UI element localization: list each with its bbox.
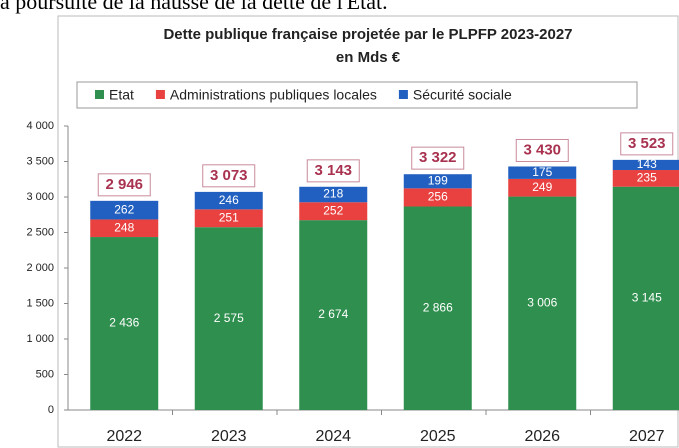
chart-title: Dette publique française projetée par le… — [163, 26, 572, 43]
caption: a poursuite de la hausse de la dette de … — [0, 0, 388, 14]
data-label: 248 — [114, 220, 134, 234]
data-label: 143 — [637, 157, 657, 171]
data-label: 3 006 — [527, 295, 557, 309]
data-label: 262 — [114, 202, 134, 216]
data-label: 249 — [532, 180, 552, 194]
bar-segment — [612, 170, 679, 187]
bar-segment — [299, 186, 368, 203]
legend-label: Etat — [109, 87, 134, 103]
legend-label: Administrations publiques locales — [170, 87, 377, 103]
data-label: 2 674 — [318, 307, 348, 321]
y-tick-label: 1 000 — [26, 333, 54, 345]
data-label: 199 — [428, 173, 448, 187]
bar-segment — [403, 206, 472, 410]
bar-segment — [403, 174, 472, 189]
total-box — [97, 173, 151, 197]
bar-segment — [90, 219, 159, 238]
bar-segment — [508, 178, 577, 197]
chart-subtitle: en Mds € — [336, 49, 401, 66]
legend-frame — [76, 81, 638, 109]
legend-swatch — [155, 90, 165, 99]
x-tick-label: 2024 — [315, 428, 351, 445]
total-label: 3 143 — [314, 162, 352, 179]
x-tick-label: 2025 — [420, 428, 456, 445]
total-label: 3 073 — [210, 167, 248, 184]
total-label: 3 523 — [628, 135, 666, 152]
x-tick-label: 2027 — [629, 428, 665, 445]
y-tick-label: 2 500 — [26, 226, 54, 238]
data-label: 3 145 — [632, 291, 662, 305]
data-label: 2 575 — [214, 311, 244, 325]
total-box — [411, 146, 465, 170]
bar-segment — [194, 209, 263, 228]
y-tick-label: 3 500 — [26, 155, 54, 167]
bar-segment — [194, 227, 263, 410]
y-tick-label: 0 — [48, 404, 54, 416]
bar-segment — [90, 237, 159, 410]
data-label: 246 — [219, 193, 239, 207]
y-tick-label: 1 500 — [26, 297, 54, 309]
y-tick-label: 500 — [36, 368, 54, 380]
bar-segment — [299, 220, 368, 410]
total-box — [306, 159, 360, 183]
legend-swatch — [398, 90, 408, 99]
x-tick-label: 2023 — [211, 428, 247, 445]
data-label: 251 — [219, 210, 239, 224]
total-box — [515, 138, 569, 162]
bar-segment — [403, 188, 472, 207]
legend-label: Sécurité sociale — [413, 87, 512, 103]
bar-segment — [194, 191, 263, 210]
data-label: 175 — [532, 165, 552, 179]
bar-segment — [612, 159, 679, 171]
bar-segment — [612, 186, 679, 410]
bar-segment — [508, 196, 577, 410]
bar-segment — [90, 200, 159, 220]
data-label: 2 866 — [423, 300, 453, 314]
total-label: 3 322 — [419, 149, 457, 166]
total-label: 2 946 — [105, 176, 143, 193]
y-tick-label: 2 000 — [26, 262, 54, 274]
total-box — [202, 164, 256, 188]
legend-swatch — [95, 90, 104, 99]
x-tick-label: 2022 — [106, 428, 142, 445]
total-label: 3 430 — [523, 141, 561, 158]
data-label: 256 — [428, 190, 448, 204]
data-label: 218 — [323, 187, 343, 201]
y-tick-label: 3 000 — [26, 191, 54, 203]
total-box — [620, 132, 674, 156]
data-label: 235 — [637, 171, 657, 185]
y-tick-label: 4 000 — [26, 120, 54, 132]
bar-segment — [299, 202, 368, 221]
data-label: 2 436 — [109, 316, 139, 330]
x-tick-label: 2026 — [524, 428, 560, 445]
data-label: 252 — [323, 203, 343, 217]
bar-segment — [508, 166, 577, 179]
